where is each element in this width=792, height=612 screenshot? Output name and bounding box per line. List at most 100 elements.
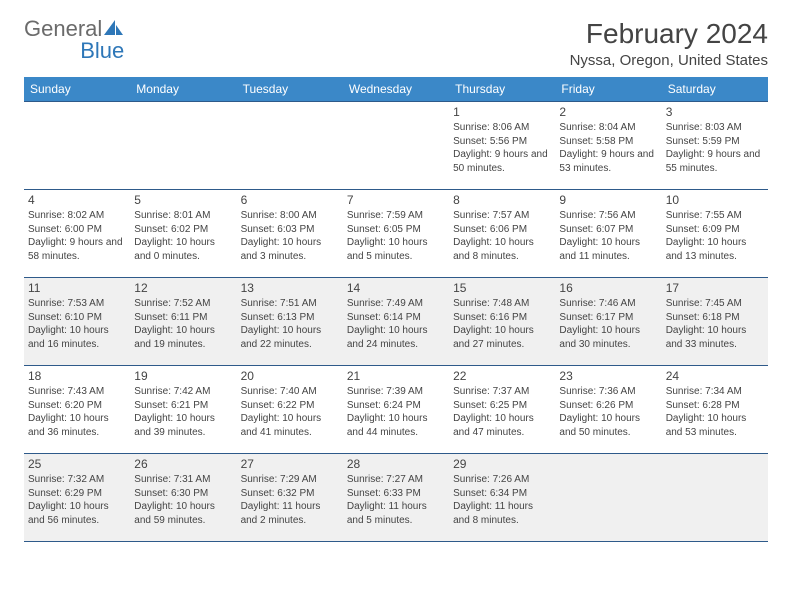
calendar-day-cell: 4 Sunrise: 8:02 AM Sunset: 6:00 PM Daylig…: [24, 190, 130, 278]
day-number: 18: [28, 369, 126, 383]
day-number: 27: [241, 457, 339, 471]
day-details: Sunrise: 8:04 AM Sunset: 5:58 PM Dayligh…: [559, 121, 657, 175]
calendar-day-cell: 22 Sunrise: 7:37 AM Sunset: 6:25 PM Dayli…: [449, 366, 555, 454]
header: GeneralBlue February 2024 Nyssa, Oregon,…: [24, 18, 768, 69]
day-number: 6: [241, 193, 339, 207]
day-number: 3: [666, 105, 764, 119]
calendar-day-cell: 10Sunrise: 7:55 AM Sunset: 6:09 PM Dayli…: [662, 190, 768, 278]
day-details: Sunrise: 7:56 AM Sunset: 6:07 PM Dayligh…: [559, 209, 657, 263]
calendar-day-cell: 21 Sunrise: 7:39 AM Sunset: 6:24 PM Dayli…: [343, 366, 449, 454]
calendar-day-cell: 19Sunrise: 7:42 AM Sunset: 6:21 PM Dayli…: [130, 366, 236, 454]
calendar-week-row: 25 Sunrise: 7:32 AM Sunset: 6:29 PM Dayli…: [24, 454, 768, 542]
calendar-day-cell: 3 Sunrise: 8:03 AM Sunset: 5:59 PM Daylig…: [662, 102, 768, 190]
day-details: Sunrise: 8:06 AM Sunset: 5:56 PM Dayligh…: [453, 121, 551, 175]
day-details: Sunrise: 7:49 AM Sunset: 6:14 PM Dayligh…: [347, 297, 445, 351]
calendar-body: 1 Sunrise: 8:06 AM Sunset: 5:56 PM Daylig…: [24, 102, 768, 542]
day-number: 20: [241, 369, 339, 383]
calendar-week-row: 11Sunrise: 7:53 AM Sunset: 6:10 PM Dayli…: [24, 278, 768, 366]
calendar-day-cell: 8 Sunrise: 7:57 AM Sunset: 6:06 PM Daylig…: [449, 190, 555, 278]
day-number: 13: [241, 281, 339, 295]
weekday-header: Tuesday: [237, 77, 343, 102]
day-details: Sunrise: 7:45 AM Sunset: 6:18 PM Dayligh…: [666, 297, 764, 351]
calendar-day-cell: 14Sunrise: 7:49 AM Sunset: 6:14 PM Dayli…: [343, 278, 449, 366]
calendar-day-cell: [555, 454, 661, 542]
calendar-table: Sunday Monday Tuesday Wednesday Thursday…: [24, 77, 768, 542]
calendar-day-cell: 24 Sunrise: 7:34 AM Sunset: 6:28 PM Dayli…: [662, 366, 768, 454]
day-details: Sunrise: 7:36 AM Sunset: 6:26 PM Dayligh…: [559, 385, 657, 439]
calendar-day-cell: [237, 102, 343, 190]
location: Nyssa, Oregon, United States: [570, 52, 768, 69]
day-number: 22: [453, 369, 551, 383]
day-number: 12: [134, 281, 232, 295]
day-number: 21: [347, 369, 445, 383]
weekday-header: Friday: [555, 77, 661, 102]
day-details: Sunrise: 7:51 AM Sunset: 6:13 PM Dayligh…: [241, 297, 339, 351]
day-number: 16: [559, 281, 657, 295]
day-details: Sunrise: 7:29 AM Sunset: 6:32 PM Dayligh…: [241, 473, 339, 527]
logo: GeneralBlue: [24, 18, 126, 62]
day-details: Sunrise: 7:52 AM Sunset: 6:11 PM Dayligh…: [134, 297, 232, 351]
day-details: Sunrise: 7:57 AM Sunset: 6:06 PM Dayligh…: [453, 209, 551, 263]
day-number: 8: [453, 193, 551, 207]
day-number: 25: [28, 457, 126, 471]
calendar-day-cell: [130, 102, 236, 190]
day-number: 17: [666, 281, 764, 295]
calendar-day-cell: 15 Sunrise: 7:48 AM Sunset: 6:16 PM Dayli…: [449, 278, 555, 366]
day-number: 23: [559, 369, 657, 383]
day-number: 19: [134, 369, 232, 383]
calendar-day-cell: 5 Sunrise: 8:01 AM Sunset: 6:02 PM Daylig…: [130, 190, 236, 278]
calendar-page: GeneralBlue February 2024 Nyssa, Oregon,…: [0, 0, 792, 560]
day-number: 5: [134, 193, 232, 207]
calendar-day-cell: [24, 102, 130, 190]
day-details: Sunrise: 7:32 AM Sunset: 6:29 PM Dayligh…: [28, 473, 126, 527]
calendar-day-cell: 7 Sunrise: 7:59 AM Sunset: 6:05 PM Daylig…: [343, 190, 449, 278]
day-details: Sunrise: 7:37 AM Sunset: 6:25 PM Dayligh…: [453, 385, 551, 439]
day-details: Sunrise: 8:00 AM Sunset: 6:03 PM Dayligh…: [241, 209, 339, 263]
day-details: Sunrise: 7:48 AM Sunset: 6:16 PM Dayligh…: [453, 297, 551, 351]
weekday-header: Monday: [130, 77, 236, 102]
day-details: Sunrise: 7:31 AM Sunset: 6:30 PM Dayligh…: [134, 473, 232, 527]
calendar-day-cell: 28 Sunrise: 7:27 AM Sunset: 6:33 PM Dayli…: [343, 454, 449, 542]
day-number: 2: [559, 105, 657, 119]
day-details: Sunrise: 8:02 AM Sunset: 6:00 PM Dayligh…: [28, 209, 126, 263]
day-number: 10: [666, 193, 764, 207]
calendar-header-row: Sunday Monday Tuesday Wednesday Thursday…: [24, 77, 768, 102]
day-number: 28: [347, 457, 445, 471]
calendar-day-cell: 17 Sunrise: 7:45 AM Sunset: 6:18 PM Dayli…: [662, 278, 768, 366]
day-details: Sunrise: 7:46 AM Sunset: 6:17 PM Dayligh…: [559, 297, 657, 351]
calendar-day-cell: [343, 102, 449, 190]
day-details: Sunrise: 8:03 AM Sunset: 5:59 PM Dayligh…: [666, 121, 764, 175]
day-number: 24: [666, 369, 764, 383]
calendar-day-cell: 20 Sunrise: 7:40 AM Sunset: 6:22 PM Dayli…: [237, 366, 343, 454]
day-number: 15: [453, 281, 551, 295]
calendar-day-cell: 27 Sunrise: 7:29 AM Sunset: 6:32 PM Dayli…: [237, 454, 343, 542]
calendar-week-row: 1 Sunrise: 8:06 AM Sunset: 5:56 PM Daylig…: [24, 102, 768, 190]
calendar-day-cell: 2 Sunrise: 8:04 AM Sunset: 5:58 PM Daylig…: [555, 102, 661, 190]
day-number: 7: [347, 193, 445, 207]
day-details: Sunrise: 7:39 AM Sunset: 6:24 PM Dayligh…: [347, 385, 445, 439]
day-number: 26: [134, 457, 232, 471]
calendar-day-cell: 23 Sunrise: 7:36 AM Sunset: 6:26 PM Dayli…: [555, 366, 661, 454]
weekday-header: Thursday: [449, 77, 555, 102]
calendar-day-cell: 6 Sunrise: 8:00 AM Sunset: 6:03 PM Daylig…: [237, 190, 343, 278]
weekday-header: Saturday: [662, 77, 768, 102]
calendar-day-cell: 13 Sunrise: 7:51 AM Sunset: 6:13 PM Dayli…: [237, 278, 343, 366]
day-number: 4: [28, 193, 126, 207]
day-details: Sunrise: 7:27 AM Sunset: 6:33 PM Dayligh…: [347, 473, 445, 527]
weekday-header: Sunday: [24, 77, 130, 102]
day-details: Sunrise: 7:53 AM Sunset: 6:10 PM Dayligh…: [28, 297, 126, 351]
day-details: Sunrise: 7:26 AM Sunset: 6:34 PM Dayligh…: [453, 473, 551, 527]
day-details: Sunrise: 7:59 AM Sunset: 6:05 PM Dayligh…: [347, 209, 445, 263]
calendar-day-cell: 16 Sunrise: 7:46 AM Sunset: 6:17 PM Dayli…: [555, 278, 661, 366]
calendar-day-cell: 25 Sunrise: 7:32 AM Sunset: 6:29 PM Dayli…: [24, 454, 130, 542]
day-number: 1: [453, 105, 551, 119]
title-block: February 2024 Nyssa, Oregon, United Stat…: [570, 18, 768, 69]
day-details: Sunrise: 8:01 AM Sunset: 6:02 PM Dayligh…: [134, 209, 232, 263]
day-details: Sunrise: 7:43 AM Sunset: 6:20 PM Dayligh…: [28, 385, 126, 439]
day-details: Sunrise: 7:40 AM Sunset: 6:22 PM Dayligh…: [241, 385, 339, 439]
day-number: 29: [453, 457, 551, 471]
calendar-week-row: 18 Sunrise: 7:43 AM Sunset: 6:20 PM Dayli…: [24, 366, 768, 454]
day-details: Sunrise: 7:34 AM Sunset: 6:28 PM Dayligh…: [666, 385, 764, 439]
calendar-day-cell: 12 Sunrise: 7:52 AM Sunset: 6:11 PM Dayli…: [130, 278, 236, 366]
weekday-header: Wednesday: [343, 77, 449, 102]
